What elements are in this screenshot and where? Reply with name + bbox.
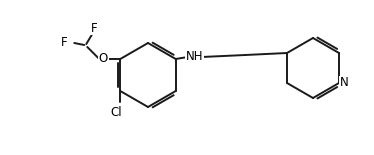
Text: N: N: [340, 77, 348, 89]
Text: Cl: Cl: [110, 106, 122, 119]
Text: F: F: [91, 22, 98, 35]
Text: O: O: [99, 53, 108, 66]
Text: NH: NH: [186, 51, 203, 64]
Text: F: F: [61, 36, 68, 49]
